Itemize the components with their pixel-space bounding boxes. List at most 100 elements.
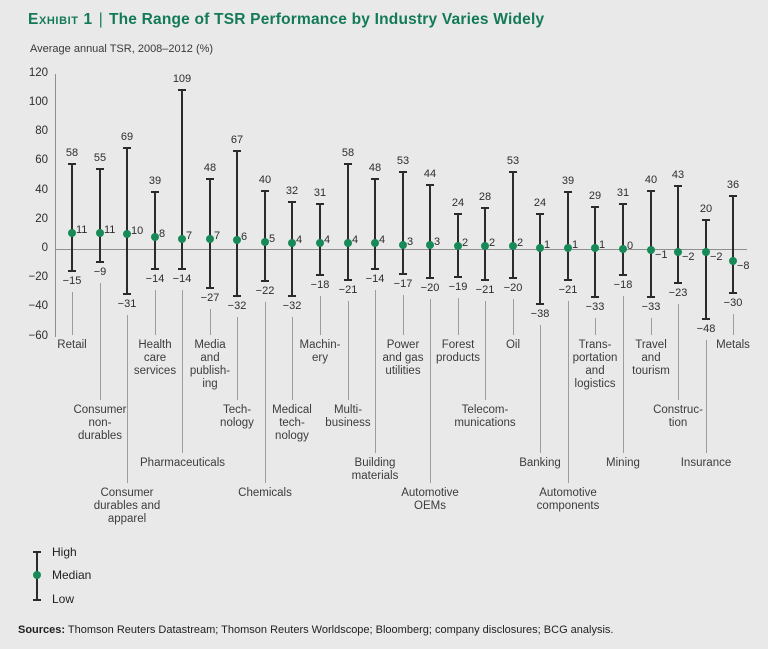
label-leader-line	[485, 300, 486, 400]
low-cap	[261, 280, 269, 283]
low-value-label: −21	[475, 283, 495, 296]
low-cap	[233, 294, 241, 297]
low-value-label: −15	[62, 274, 82, 287]
industry-label: Forest products	[416, 339, 500, 365]
range-bar	[374, 178, 376, 270]
low-value-label: −33	[585, 301, 605, 314]
y-axis-tick-label: 40	[35, 183, 48, 196]
high-value-label: 53	[396, 154, 410, 167]
median-value-label: −2	[710, 250, 723, 263]
industry-label: Medical tech-nology	[250, 404, 334, 443]
y-axis-tick-label: 100	[28, 96, 48, 108]
high-value-label: 58	[65, 147, 79, 160]
range-bar	[347, 164, 349, 280]
industry-label: Tech-nology	[195, 404, 279, 430]
high-cap	[68, 163, 76, 166]
low-value-label: −20	[420, 282, 440, 295]
high-value-label: 43	[671, 169, 685, 182]
label-leader-line	[623, 296, 624, 453]
high-cap	[261, 189, 269, 192]
low-cap	[591, 296, 599, 299]
median-dot	[288, 239, 296, 248]
median-dot	[96, 228, 104, 237]
median-dot	[261, 237, 269, 246]
industry-label: Insurance	[664, 457, 748, 470]
median-dot	[151, 233, 159, 242]
high-cap	[151, 191, 159, 194]
y-axis-tick-label: 80	[35, 125, 48, 138]
label-leader-line	[237, 316, 238, 400]
y-axis-tick-label: −20	[28, 271, 48, 284]
median-value-label: 2	[489, 237, 496, 250]
median-dot	[399, 240, 407, 249]
low-cap	[481, 278, 489, 281]
industry-label-line: tech-	[279, 417, 305, 429]
high-value-label: 48	[368, 161, 382, 174]
high-value-label: 36	[726, 179, 740, 192]
median-value-label: 3	[434, 235, 441, 248]
y-axis-title: Average annual TSR, 2008–2012 (%)	[30, 43, 214, 55]
low-cap	[454, 275, 462, 278]
industry-label-line: Trans-	[578, 339, 612, 351]
median-value-label: 6	[241, 231, 248, 244]
y-axis-tick-label: −60	[28, 329, 48, 342]
industry-label: Travel and tourism	[609, 339, 693, 378]
low-value-label: −48	[696, 323, 716, 336]
high-cap	[729, 195, 737, 198]
label-leader-line	[210, 309, 211, 335]
industry-label: Chemicals	[223, 487, 307, 500]
low-cap	[123, 293, 131, 296]
high-value-label: 20	[699, 202, 713, 215]
industry-label: Mining	[581, 457, 665, 470]
median-value-label: 0	[627, 240, 634, 252]
range-bar	[99, 168, 101, 263]
median-dot	[564, 243, 572, 252]
high-value-label: 31	[313, 186, 327, 199]
low-cap	[151, 268, 159, 271]
industry-label-line: Oil	[505, 339, 521, 351]
low-value-label: −14	[365, 273, 385, 286]
industry-label-line: non-	[88, 417, 112, 429]
median-dot	[344, 239, 352, 248]
range-bar	[677, 186, 679, 283]
high-value-label: 40	[258, 173, 272, 186]
range-bar	[181, 89, 183, 270]
median-value-label: 11	[104, 223, 116, 236]
high-cap	[674, 185, 682, 188]
median-dot	[206, 234, 214, 243]
high-cap	[233, 150, 241, 153]
low-value-label: −20	[503, 282, 523, 295]
median-value-label: 2	[517, 237, 524, 250]
median-value-label: 4	[379, 234, 386, 247]
low-value-label: −32	[282, 299, 302, 312]
high-value-label: 44	[423, 167, 437, 180]
y-axis-line	[55, 73, 56, 337]
industry-label-line: and gas	[382, 352, 424, 364]
low-value-label: −38	[530, 308, 550, 321]
industry-label: Oil	[471, 339, 555, 352]
label-leader-line	[595, 318, 596, 335]
industry-label-line: Machin-	[299, 339, 341, 351]
median-dot	[481, 242, 489, 251]
industry-label: Construc-tion	[636, 404, 720, 430]
range-bar	[567, 192, 569, 280]
industry-label-line: publish-	[189, 365, 231, 377]
industry-label-line: logistics	[574, 378, 616, 390]
industry-label-line: nology	[220, 417, 254, 429]
median-dot	[536, 243, 544, 252]
industry-label-line: Building	[354, 457, 396, 469]
industry-label-line: business	[325, 417, 371, 429]
median-dot	[68, 228, 76, 237]
industry-label-line: Insurance	[680, 457, 732, 469]
high-value-label: 67	[230, 134, 244, 147]
high-cap	[454, 212, 462, 215]
industry-label: Consumer durables and apparel	[85, 487, 169, 526]
median-value-label: 1	[572, 238, 579, 251]
label-leader-line	[100, 283, 101, 400]
industry-label-line: products	[435, 352, 481, 364]
low-cap	[729, 291, 737, 294]
industry-label: Pharmaceuticals	[140, 457, 225, 470]
high-cap	[96, 167, 104, 170]
industry-label-line: and	[585, 365, 605, 377]
median-value-label: 1	[599, 238, 606, 251]
